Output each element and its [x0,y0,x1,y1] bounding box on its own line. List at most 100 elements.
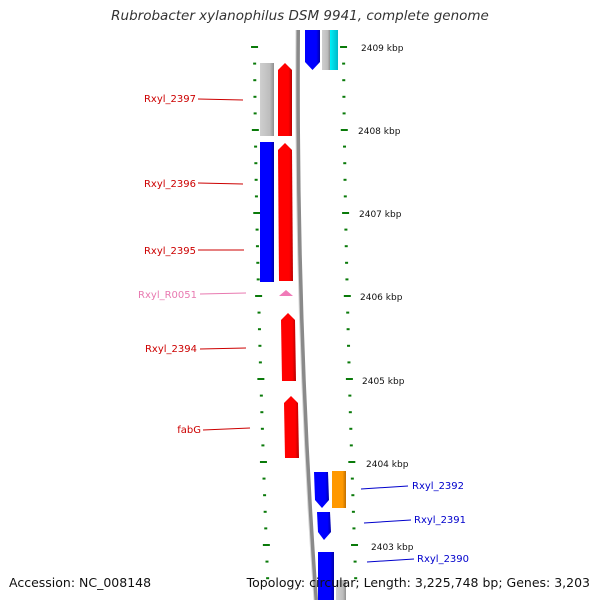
scale-tick-minor [343,162,347,165]
scale-tick-minor [354,577,358,580]
label-connectors [197,98,415,563]
scale-tick-major [251,129,259,131]
ruler-label-2405: 2405 kbp [362,377,405,387]
scale-tick-minor [342,79,346,82]
scale-tick-minor [266,577,270,580]
scale-tick-minor [345,278,349,281]
gene-rxyl-2396-blue[interactable] [260,142,274,282]
scale-tick-major [340,129,348,131]
scale-tick-minor [346,311,350,314]
scale-tick-minor [345,261,349,264]
scale-tick-major [348,461,356,463]
scale-tick-minor [263,510,267,513]
gene-label-rxyl-2390[interactable]: Rxyl_2390 [417,554,469,565]
scale-tick-minor [353,560,357,563]
scale-tick-minor [265,560,269,563]
genome-title: Rubrobacter xylanophilus DSM 9941, compl… [111,8,489,24]
genes-outer-strand [260,63,274,282]
genes-red-lane [278,63,299,458]
scale-tick-minor [254,162,258,165]
scale-tick-minor [263,494,267,497]
gene-rxyl-2392-orange[interactable] [332,471,346,508]
scale-tick-minor [350,477,354,480]
genome-backbone [295,29,318,600]
scale-tick-major [345,378,353,380]
gene-rxyl-2390-gray[interactable] [336,580,346,600]
gene-rxyl-2390-blue[interactable] [318,552,334,600]
scale-tick-minor [254,178,258,181]
genome-backbone-highlight [295,29,315,600]
gene-label-rxyl-r0051[interactable]: Rxyl_R0051 [138,290,197,301]
connector-rxyl-2390 [366,558,415,563]
scale-tick-minor [259,394,263,397]
gene-rxyl-2397-gray[interactable] [260,63,274,136]
scale-tick-minor [260,427,264,430]
gene-rxyl-2395-arrow[interactable] [278,143,293,281]
scale-tick-minor [352,527,356,530]
connector-rxyl-2394 [199,347,247,350]
connector-rxyl-2391 [363,519,412,524]
scale-tick-minor [258,344,262,347]
gene-labels: Rxyl_2397 Rxyl_2396 Rxyl_2395 Rxyl_R0051… [138,94,469,565]
gene-label-rxyl-2391[interactable]: Rxyl_2391 [414,515,466,526]
scale-tick-major [340,46,348,48]
scale-tick-major [255,295,263,297]
gene-label-rxyl-2392[interactable]: Rxyl_2392 [412,481,464,492]
right-scale-ticks [340,46,359,580]
scale-tick-major [251,46,259,48]
connector-fabg [202,427,251,431]
scale-tick-minor [343,178,347,181]
gene-rxyl-2397-arrow[interactable] [278,63,292,136]
gene-label-rxyl-2394[interactable]: Rxyl_2394 [145,344,197,355]
gene-rxyl-2394-arrow[interactable] [281,313,296,381]
ruler-labels: 2409 kbp 2408 kbp 2407 kbp 2406 kbp 2405… [358,44,414,553]
scale-tick-minor [264,527,268,530]
scale-tick-major [253,212,261,214]
gene-rxyl-2392-arrow[interactable] [314,472,329,508]
connector-rxyl-2392 [360,485,409,490]
scale-tick-minor [347,361,351,364]
scale-tick-minor [255,245,259,248]
gene-top-cyan[interactable] [330,30,338,70]
gene-rxyl-r0051-arrow[interactable] [279,290,293,296]
scale-tick-minor [349,427,353,430]
scale-tick-minor [344,228,348,231]
scale-tick-major [351,544,359,546]
gene-top-gray[interactable] [322,30,330,70]
scale-tick-minor [258,361,262,364]
gene-label-rxyl-2395[interactable]: Rxyl_2395 [144,246,196,257]
ruler-label-2409: 2409 kbp [361,44,404,54]
scale-tick-minor [351,510,355,513]
scale-tick-minor [255,228,259,231]
scale-tick-minor [347,344,351,347]
gene-label-rxyl-2397[interactable]: Rxyl_2397 [144,94,196,105]
gene-top-blue-arrow[interactable] [305,30,320,70]
gene-fabg-arrow[interactable] [284,396,299,458]
scale-tick-major [259,461,267,463]
scale-tick-major [342,212,350,214]
ruler-label-2404: 2404 kbp [366,460,409,470]
scale-tick-minor [256,278,260,281]
scale-tick-minor [254,195,258,198]
gene-rxyl-2391-arrow[interactable] [317,512,331,540]
gene-label-fabg[interactable]: fabG [177,425,201,436]
scale-tick-minor [257,328,261,331]
scale-tick-minor [344,245,348,248]
scale-tick-major [343,295,351,297]
scale-tick-major [262,544,270,546]
scale-tick-minor [348,411,352,414]
scale-tick-minor [253,95,257,98]
scale-tick-major [257,378,265,380]
scale-tick-minor [253,79,257,82]
scale-tick-minor [343,195,347,198]
genes-right-lane [305,30,346,600]
topology-text: Topology: circular; Length: 3,225,748 bp… [246,575,590,590]
scale-tick-minor [262,477,266,480]
scale-tick-minor [342,112,346,115]
left-scale-ticks [251,46,270,580]
gene-label-rxyl-2396[interactable]: Rxyl_2396 [144,179,196,190]
connector-rxyl-2396 [197,182,244,185]
scale-tick-minor [351,494,355,497]
ruler-label-2403: 2403 kbp [371,543,414,553]
